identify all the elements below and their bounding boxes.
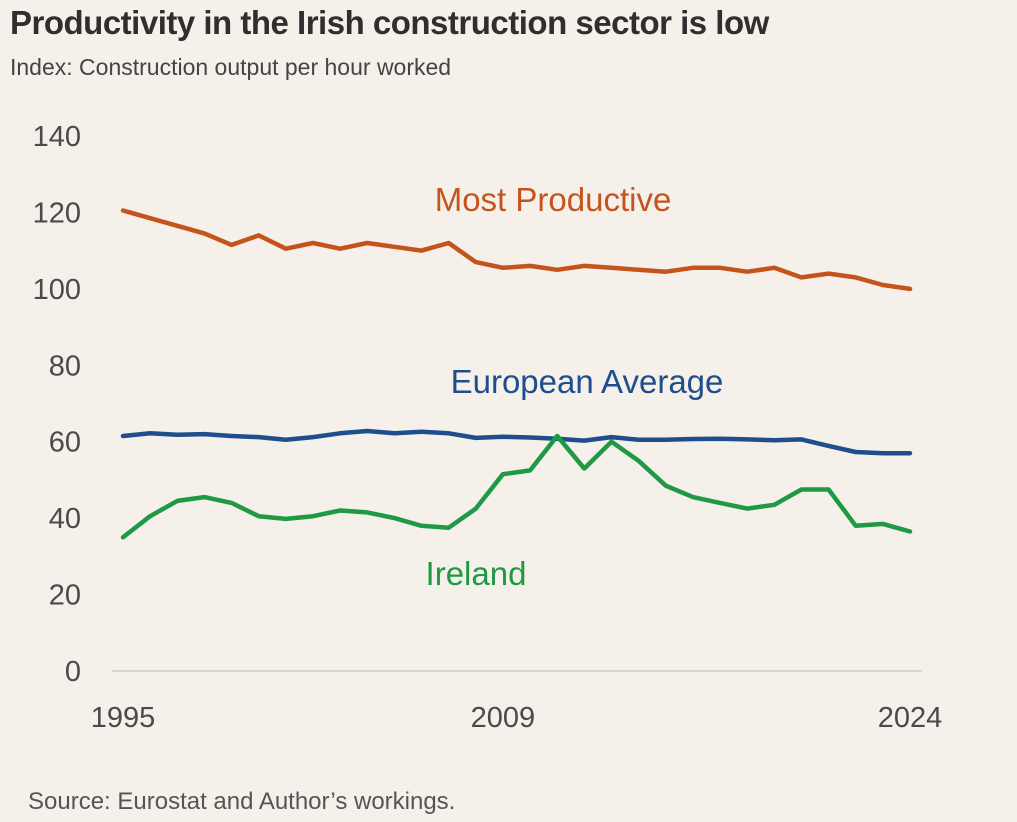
x-tick-label: 1995 bbox=[91, 702, 156, 734]
x-axis-ticks: 1995 2009 2024 bbox=[91, 702, 943, 734]
series-label-ireland: Ireland bbox=[426, 555, 527, 592]
series-line-european-average bbox=[120, 428, 913, 456]
chart-subtitle: Index: Construction output per hour work… bbox=[10, 54, 452, 80]
y-tick-label: 40 bbox=[49, 503, 81, 535]
series-labels: Most Productive European Average Ireland bbox=[426, 181, 724, 592]
y-tick-label: 20 bbox=[49, 580, 81, 612]
y-tick-label: 0 bbox=[65, 656, 81, 688]
series-line-most-productive bbox=[120, 208, 913, 292]
series-label-european-average: European Average bbox=[451, 363, 724, 400]
y-tick-label: 100 bbox=[33, 274, 81, 306]
y-tick-label: 80 bbox=[49, 350, 81, 382]
series-lines bbox=[120, 208, 913, 540]
y-axis-ticks: 0 20 40 60 80 100 120 140 bbox=[33, 121, 81, 688]
y-tick-label: 140 bbox=[33, 121, 81, 153]
series-label-most-productive: Most Productive bbox=[435, 181, 672, 218]
chart-title: Productivity in the Irish construction s… bbox=[10, 4, 769, 41]
y-tick-label: 120 bbox=[33, 197, 81, 229]
source-note: Source: Eurostat and Author’s workings. bbox=[28, 788, 456, 815]
x-tick-label: 2024 bbox=[878, 702, 943, 734]
y-tick-label: 60 bbox=[49, 427, 81, 459]
series-line-ireland bbox=[120, 433, 913, 540]
x-tick-label: 2009 bbox=[471, 702, 536, 734]
